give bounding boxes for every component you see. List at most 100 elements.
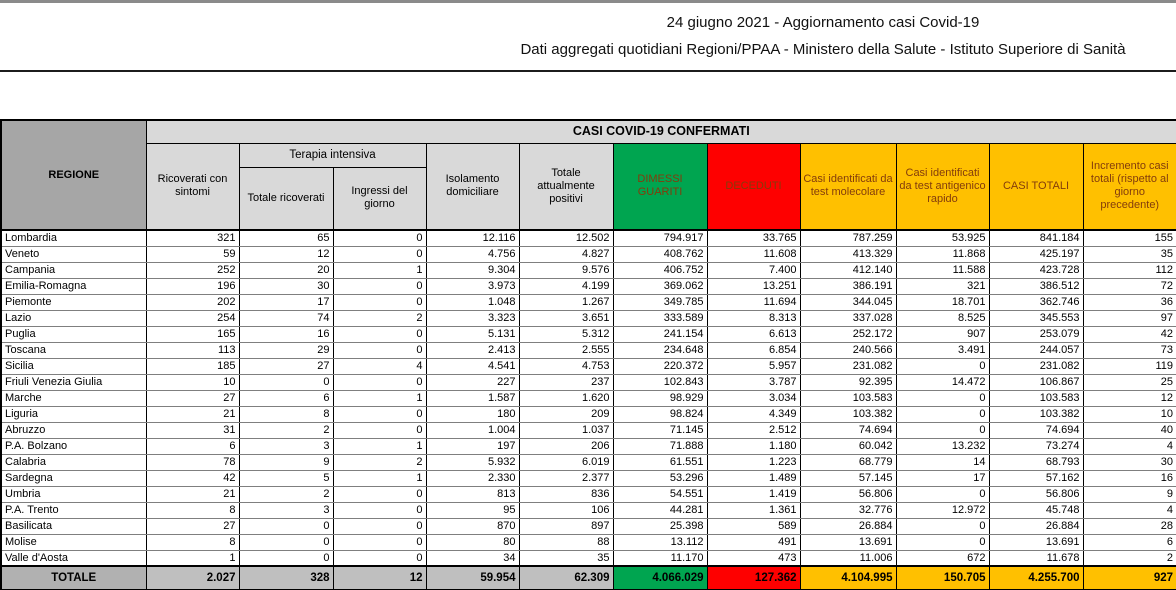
region-row: Molise 8 0 0 80 88 13.112 491 13.691 0 13.691 6 (0, 533, 1176, 551)
data-cell: 12.502 (518, 229, 614, 247)
data-cell: 787.259 (799, 229, 897, 247)
data-cell: 71.145 (612, 421, 708, 439)
data-cell: 92.395 (799, 373, 897, 391)
region-row: Marche 27 6 1 1.587 1.620 98.929 3.034 103.583 0 1… (0, 389, 1176, 407)
column-header-deceduti: DECEDUTI (706, 142, 801, 231)
data-cell: 408.762 (612, 245, 708, 263)
data-cell: 841.184 (988, 229, 1084, 247)
totals-cell: 127.362 (706, 565, 801, 590)
region-name-cell: Puglia (0, 325, 147, 343)
data-cell: 16 (1082, 469, 1176, 487)
region-name-cell: P.A. Bolzano (0, 437, 147, 455)
data-cell: 202 (145, 293, 240, 311)
totals-row: TOTALE 2.027 328 12 59.954 62.309 4.066.029 12… (0, 565, 1176, 590)
data-cell: 74 (238, 309, 334, 327)
region-name-cell: Sicilia (0, 357, 147, 375)
table-header: REGIONE CASI COVID-19 CONFERMATI Ricover… (0, 119, 1176, 231)
data-cell: 253.079 (988, 325, 1084, 343)
data-cell: 349.785 (612, 293, 708, 311)
data-cell: 9 (1082, 485, 1176, 503)
region-name-cell: Basilicata (0, 517, 147, 535)
data-cell: 3.787 (706, 373, 801, 391)
data-cell: 21 (145, 405, 240, 423)
data-cell: 13.112 (612, 533, 708, 551)
data-cell: 113 (145, 341, 240, 359)
covid-cases-table: REGIONE CASI COVID-19 CONFERMATI Ricover… (0, 119, 1176, 590)
region-row: Toscana 113 29 0 2.413 2.555 234.648 6.854 240.5… (0, 341, 1176, 359)
region-row: Veneto 59 12 0 4.756 4.827 408.762 11.608 413.32… (0, 245, 1176, 263)
data-cell: 57.145 (799, 469, 897, 487)
data-cell: 0 (332, 277, 427, 295)
data-cell: 16 (238, 325, 334, 343)
totals-cell: 328 (238, 565, 334, 590)
data-cell: 0 (238, 533, 334, 551)
data-cell: 106 (518, 501, 614, 519)
region-name-cell: Lombardia (0, 229, 147, 247)
data-cell: 180 (425, 405, 520, 423)
data-cell: 0 (332, 421, 427, 439)
region-name-cell: Piemonte (0, 293, 147, 311)
region-row: Sardegna 42 5 1 2.330 2.377 53.296 1.489 57.145 1… (0, 469, 1176, 487)
region-name-cell: Marche (0, 389, 147, 407)
data-cell: 8 (145, 501, 240, 519)
data-cell: 9.304 (425, 261, 520, 279)
data-cell: 1.004 (425, 421, 520, 439)
data-cell: 103.382 (988, 405, 1084, 423)
data-cell: 59 (145, 245, 240, 263)
data-cell: 42 (1082, 325, 1176, 343)
data-cell: 6.019 (518, 453, 614, 471)
totals-cell: 4.066.029 (612, 565, 708, 590)
totals-label-cell: TOTALE (0, 565, 147, 590)
data-cell: 227 (425, 373, 520, 391)
data-cell: 0 (238, 373, 334, 391)
data-cell: 68.793 (988, 453, 1084, 471)
data-cell: 672 (895, 549, 990, 567)
totals-cell: 927 (1082, 565, 1176, 590)
data-cell: 32.776 (799, 501, 897, 519)
totals-cell: 59.954 (425, 565, 520, 590)
data-cell: 0 (332, 245, 427, 263)
data-cell: 1 (332, 469, 427, 487)
region-row: Basilicata 27 0 0 870 897 25.398 589 26.884 0 26.8… (0, 517, 1176, 535)
column-header-incremento: Incremento casi totali (rispetto al gior… (1082, 142, 1176, 231)
data-cell: 103.382 (799, 405, 897, 423)
data-cell: 13.232 (895, 437, 990, 455)
region-row: Friuli Venezia Giulia 10 0 0 227 237 102.843 3.… (0, 373, 1176, 391)
data-cell: 3.323 (425, 309, 520, 327)
data-cell: 27 (238, 357, 334, 375)
data-cell: 10 (1082, 405, 1176, 423)
data-cell: 11.678 (988, 549, 1084, 567)
data-cell: 11.694 (706, 293, 801, 311)
data-cell: 98.929 (612, 389, 708, 407)
data-cell: 11.608 (706, 245, 801, 263)
data-cell: 45.748 (988, 501, 1084, 519)
column-header-test-molecolare: Casi identificati da test molecolare (799, 142, 897, 231)
data-cell: 30 (238, 277, 334, 295)
data-cell: 95 (425, 501, 520, 519)
data-cell: 35 (1082, 245, 1176, 263)
data-cell: 103.583 (988, 389, 1084, 407)
data-cell: 74.694 (799, 421, 897, 439)
column-header-ricoverati-con-sintomi: Ricoverati con sintomi (145, 142, 240, 231)
data-cell: 11.170 (612, 549, 708, 567)
data-cell: 237 (518, 373, 614, 391)
data-cell: 71.888 (612, 437, 708, 455)
data-cell: 14 (895, 453, 990, 471)
data-cell: 56.806 (799, 485, 897, 503)
region-name-cell: Sardegna (0, 469, 147, 487)
region-name-cell: Campania (0, 261, 147, 279)
data-cell: 80 (425, 533, 520, 551)
region-name-cell: Toscana (0, 341, 147, 359)
data-cell: 17 (895, 469, 990, 487)
column-group-terapia-intensiva: Terapia intensiva (238, 142, 427, 168)
data-cell: 97 (1082, 309, 1176, 327)
data-cell: 0 (238, 549, 334, 567)
column-header-totale-ricoverati: Totale ricoverati (238, 166, 334, 231)
data-cell: 31 (145, 421, 240, 439)
data-cell: 234.648 (612, 341, 708, 359)
data-cell: 2.330 (425, 469, 520, 487)
region-row: Emilia-Romagna 196 30 0 3.973 4.199 369.062 13.… (0, 277, 1176, 295)
data-cell: 252.172 (799, 325, 897, 343)
data-cell: 26.884 (799, 517, 897, 535)
totals-cell: 4.104.995 (799, 565, 897, 590)
